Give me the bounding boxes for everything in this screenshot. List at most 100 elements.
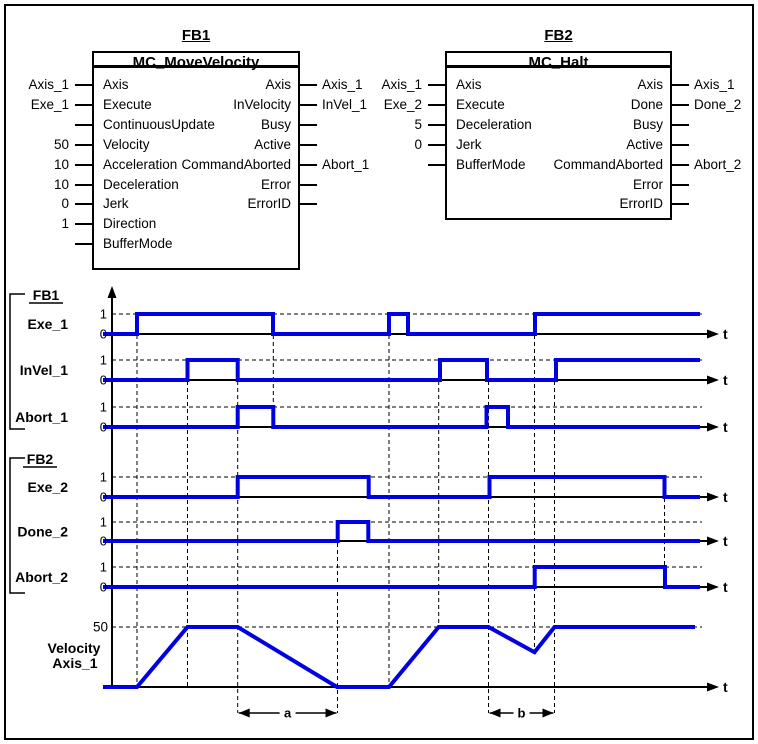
fb1-output-tick (300, 84, 317, 86)
fb1-output-tick (300, 143, 317, 146)
time-axis-arrow (707, 582, 719, 592)
fb2-output-tick (672, 123, 689, 126)
level-low-label: 0 (100, 327, 107, 342)
measure-label-bg (513, 705, 530, 721)
pin-label: Active (626, 136, 663, 152)
input-value-label: 1 (61, 216, 69, 232)
level-high-label: 1 (100, 560, 107, 575)
input-value-label: 50 (53, 136, 69, 152)
fb1-output-tick (300, 103, 317, 106)
fb2-output-tick (672, 183, 689, 186)
output-value-label: Axis_1 (322, 77, 363, 92)
input-value-label: 0 (61, 196, 69, 212)
time-axis-label: t (723, 533, 728, 549)
fb1-block-name: MC_MoveVelocity (94, 53, 298, 70)
pin-label: Jerk (103, 196, 129, 212)
pin-label: Busy (260, 116, 291, 132)
pin-label: Acceleration (103, 156, 178, 172)
signal-label-exe_1: Exe_1 (28, 316, 69, 332)
output-value-label: Axis_1 (694, 77, 735, 92)
pin-label: Direction (103, 216, 157, 232)
input-value-label: Axis_1 (381, 77, 422, 92)
page-border (4, 4, 754, 740)
fb1-input-tick (75, 84, 92, 86)
time-axis-label: t (723, 679, 728, 695)
fb2-output-tick (672, 84, 689, 86)
pin-label: ContinuousUpdate (103, 116, 215, 132)
signal-label-invel_1: InVel_1 (20, 362, 68, 378)
measure-arrow-right (325, 708, 337, 718)
fb2-block-name: MC_Halt (447, 53, 670, 70)
input-value-label: Exe_1 (30, 96, 69, 112)
time-axis-label: t (723, 419, 728, 435)
pin-label: Axis (103, 77, 129, 92)
input-value-label: Exe_2 (383, 96, 422, 112)
fb1-input-tick (75, 183, 92, 186)
fb1-output-tick (300, 203, 317, 206)
input-value-label: 5 (414, 116, 422, 132)
input-value-label: Axis_1 (28, 77, 69, 92)
pin-label: Axis (637, 77, 663, 92)
input-value-label: 10 (53, 176, 69, 192)
pin-label: Execute (103, 96, 152, 112)
pin-label: CommandAborted (181, 156, 291, 172)
pin-label: Active (254, 136, 291, 152)
level-low-label: 0 (100, 373, 107, 388)
fb2-box: MC_Halt (445, 51, 672, 220)
pin-label: Error (261, 176, 291, 192)
output-value-label: Abort_1 (322, 156, 370, 172)
signal-label-exe_2: Exe_2 (28, 479, 69, 495)
fb1-input-tick (75, 223, 92, 226)
output-value-label: Done_2 (694, 96, 742, 112)
signal-label-abort_2: Abort_2 (15, 569, 68, 585)
group-bracket-fb2 (9, 457, 25, 594)
fb2-input-tick (428, 163, 445, 166)
fb1-input-tick (75, 243, 92, 246)
measure-arrow-left (238, 708, 250, 718)
fb1-input-tick (75, 143, 92, 146)
pin-label: Axis (265, 77, 291, 92)
time-axis-arrow (707, 682, 719, 692)
fb2-input-tick (428, 143, 445, 146)
pin-label: Jerk (456, 136, 482, 152)
time-axis-label: t (723, 489, 728, 505)
group-label-fb2: FB2 (27, 451, 54, 467)
time-axis-label: t (723, 372, 728, 388)
measure-arrow-right (542, 708, 554, 718)
measure-label-b: b (518, 706, 526, 721)
fb1-input-tick (75, 103, 92, 106)
pin-label: BufferMode (103, 236, 173, 252)
group-label-fb1: FB1 (33, 287, 60, 303)
waveform-velocity-axis-1 (103, 625, 695, 689)
level-low-label: 0 (100, 420, 107, 435)
velocity-axis-label: Axis_1 (52, 655, 97, 671)
fb1-box: MC_MoveVelocity (92, 51, 300, 270)
level-low-label: 0 (100, 490, 107, 505)
waveform-done_2 (103, 520, 700, 543)
fb2-title: FB2 (544, 27, 573, 44)
time-axis-arrow (707, 492, 719, 502)
signal-label-done_2: Done_2 (17, 524, 68, 540)
pin-label: Velocity (103, 136, 150, 152)
velocity-scale-label: 50 (93, 620, 108, 635)
value-axis-arrow (107, 286, 117, 298)
time-axis-label: t (723, 326, 728, 342)
pin-label: ErrorID (619, 196, 664, 212)
pin-label: Busy (632, 116, 663, 132)
input-value-label: 0 (414, 136, 422, 152)
output-value-label: Abort_2 (694, 156, 742, 172)
pin-label: InVelocity (233, 96, 291, 112)
waveform-abort_1 (103, 405, 700, 429)
fb2-input-tick (428, 84, 445, 86)
velocity-axis-label: Velocity (48, 640, 101, 656)
pin-label: Done (630, 96, 663, 112)
time-axis-label: t (723, 579, 728, 595)
fb2-input-tick (428, 103, 445, 106)
pin-label: Deceleration (103, 176, 179, 192)
fb1-output-tick (300, 183, 317, 186)
time-axis-arrow (707, 329, 719, 339)
fb2-output-tick (672, 163, 689, 166)
fb2-output-tick (672, 203, 689, 206)
fb2-output-tick (672, 143, 689, 146)
